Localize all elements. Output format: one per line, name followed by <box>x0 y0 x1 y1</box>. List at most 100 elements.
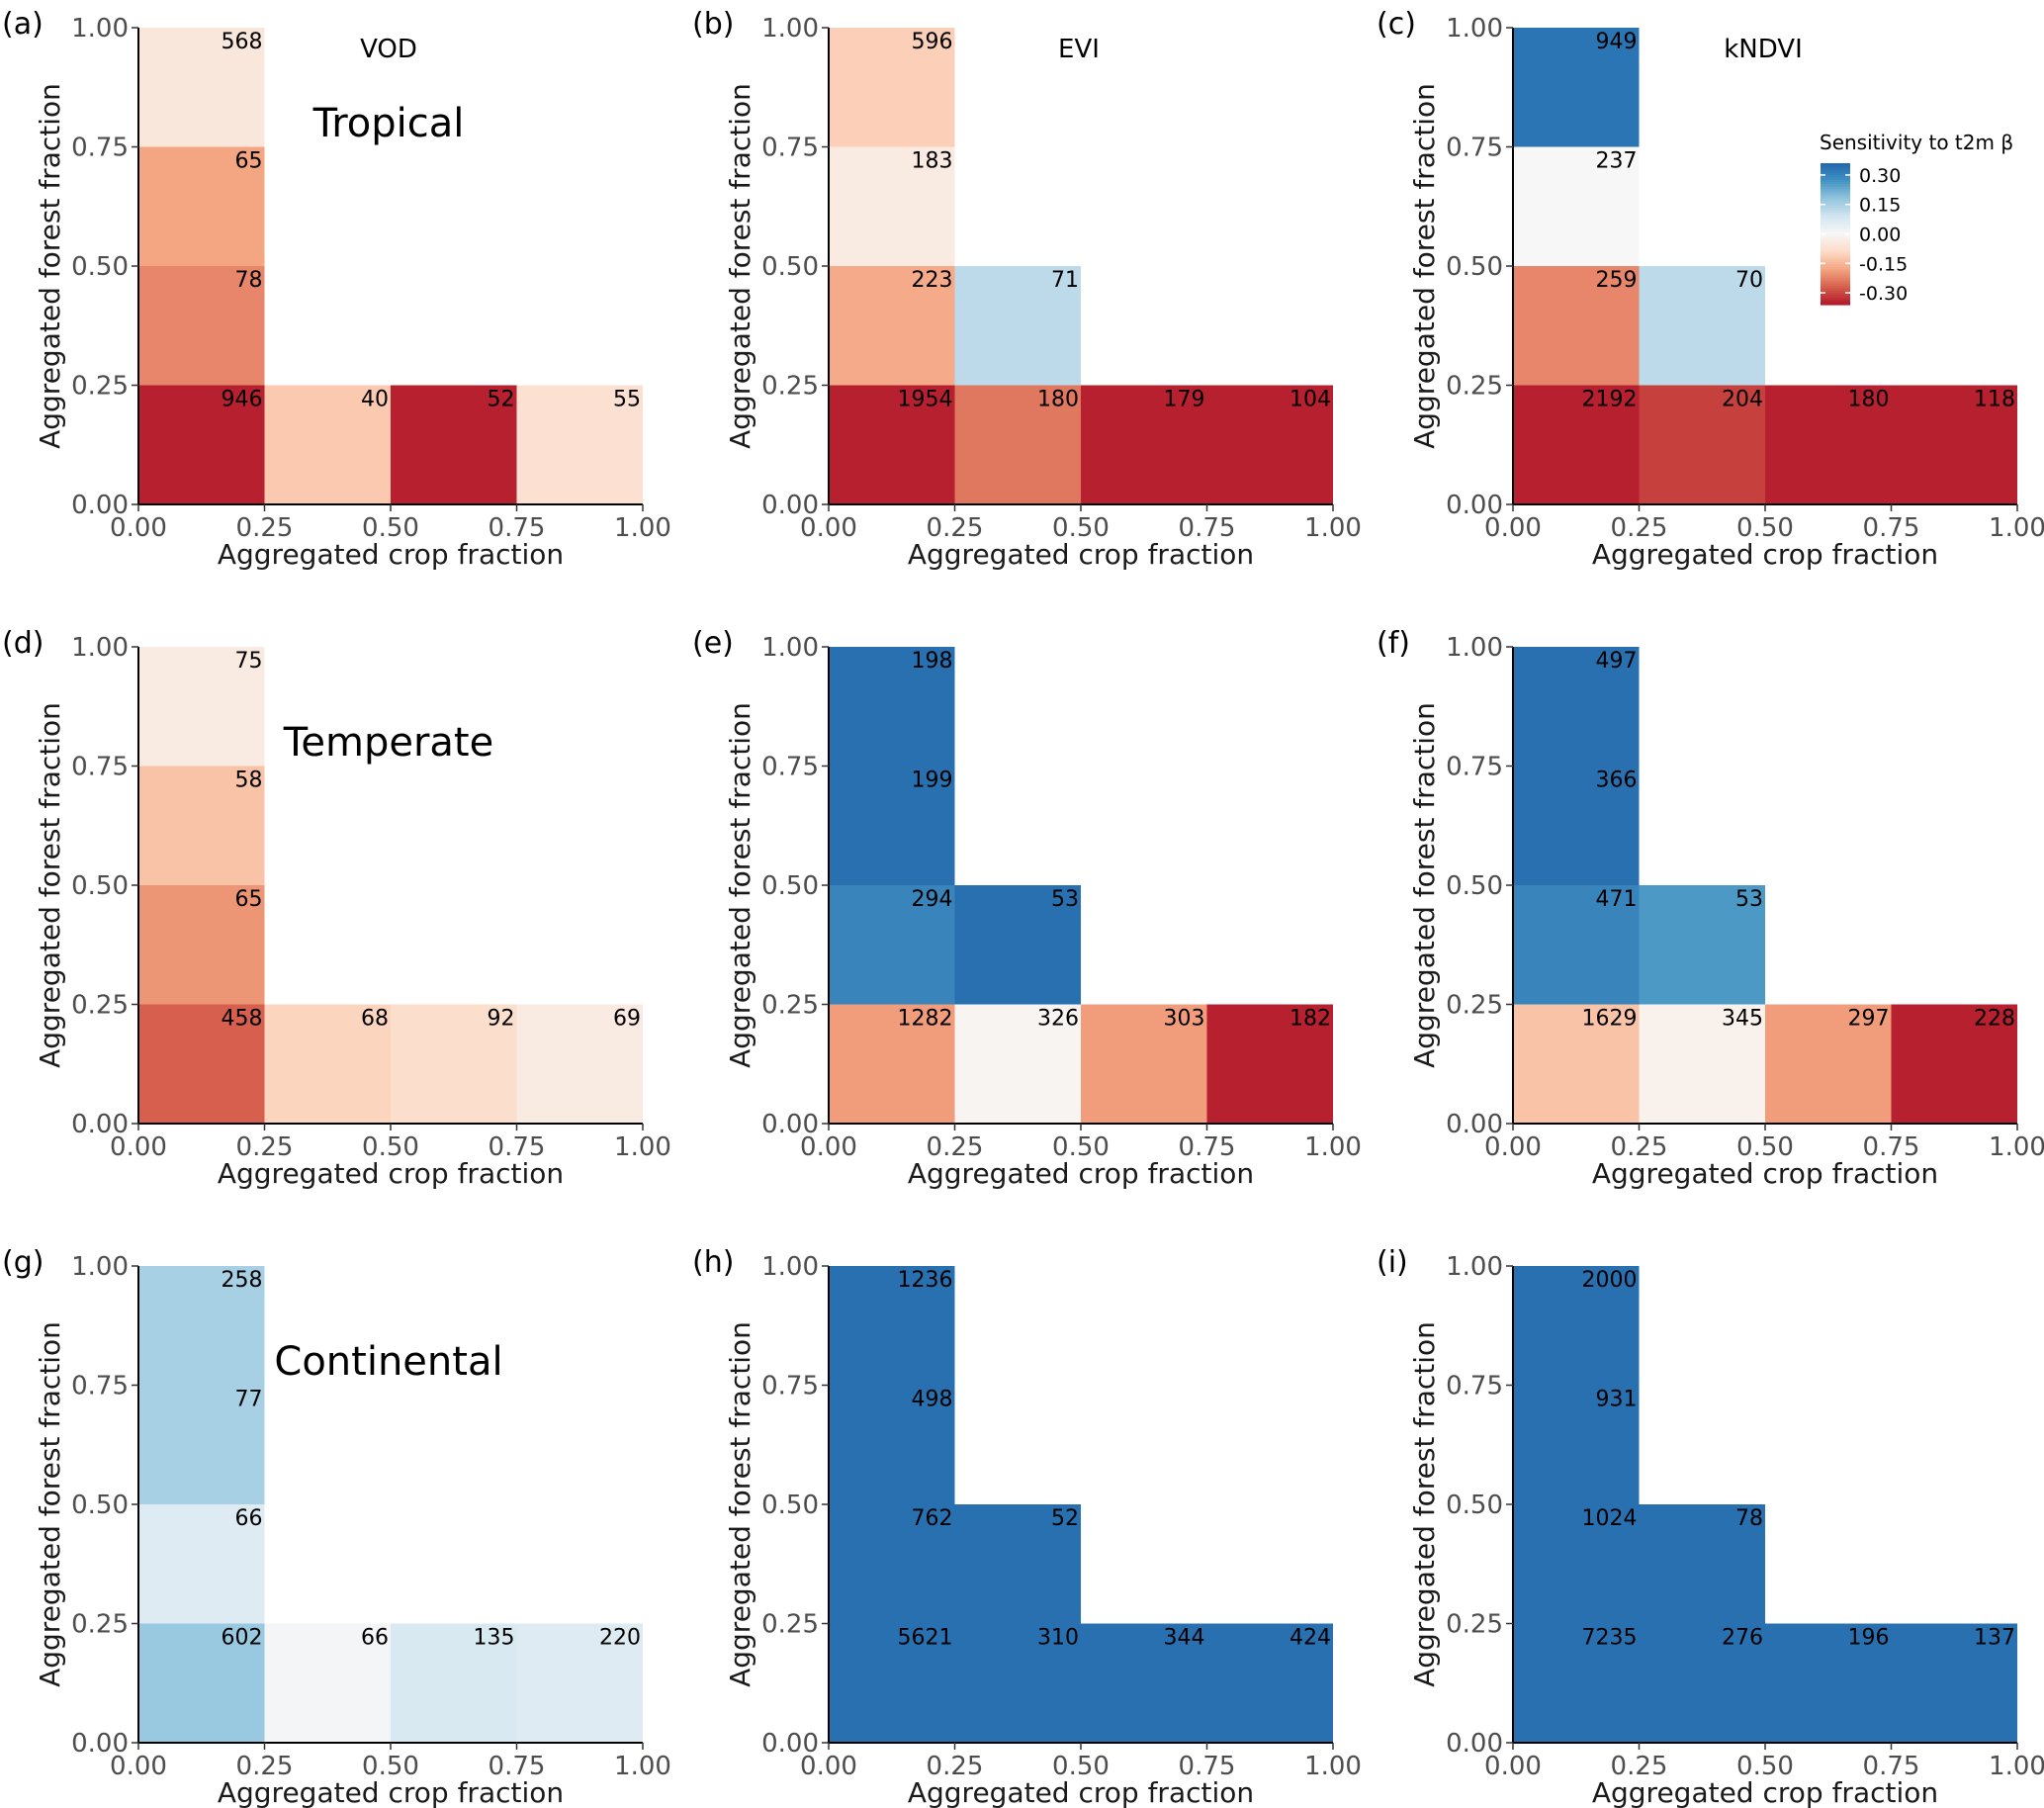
x-tick-label: 0.00 <box>800 1752 857 1781</box>
colorbar-segment <box>1821 196 1850 200</box>
colorbar-segment <box>1821 170 1850 174</box>
x-tick-label: 0.50 <box>1052 1132 1110 1162</box>
heatmap-cell <box>1639 1623 1765 1743</box>
heatmap-cell <box>1513 146 1640 266</box>
y-axis-title: Aggregated forest fraction <box>724 83 756 449</box>
colorbar-segment <box>1821 243 1850 247</box>
heatmap-cell <box>138 1385 265 1504</box>
x-tick-label: 0.25 <box>236 1132 294 1162</box>
colorbar-segment <box>1821 228 1850 232</box>
heatmap-panel: 949 237 259 70 2192 204 180 118 0.00 0.25 0.50 0.75… <box>1377 7 2044 571</box>
colorbar-segment <box>1821 302 1850 306</box>
cell-count-label: 762 <box>912 1506 953 1531</box>
heatmap-cell <box>1206 1004 1333 1124</box>
cell-count-label: 276 <box>1722 1626 1763 1651</box>
x-tick-label: 0.75 <box>1179 1132 1236 1162</box>
x-axis-title: Aggregated crop fraction <box>908 1157 1254 1190</box>
heatmap-cell <box>829 1266 955 1386</box>
colorbar-segment <box>1821 201 1850 205</box>
colorbar-segment <box>1821 224 1850 227</box>
y-tick-label: 0.00 <box>71 1729 129 1759</box>
x-axis-title: Aggregated crop fraction <box>1592 1776 1938 1808</box>
x-axis-title: Aggregated crop fraction <box>1592 538 1938 571</box>
cell-count-label: 58 <box>235 768 263 793</box>
cell-count-label: 259 <box>1596 268 1638 293</box>
heatmap-cell <box>1765 1004 1892 1124</box>
cell-count-label: 65 <box>235 149 263 174</box>
y-tick-label: 0.25 <box>761 1610 819 1640</box>
y-tick-label: 0.50 <box>71 252 129 282</box>
cell-count-label: 69 <box>613 1007 641 1032</box>
cell-count-label: 66 <box>361 1626 389 1651</box>
y-tick-label: 1.00 <box>71 1252 129 1282</box>
panel-letter: (d) <box>2 626 44 661</box>
heatmap-cell <box>1206 1623 1333 1743</box>
y-tick-label: 1.00 <box>1446 633 1503 663</box>
y-tick-label: 0.25 <box>71 991 129 1021</box>
cell-count-label: 52 <box>488 388 515 412</box>
x-axis-title: Aggregated crop fraction <box>908 538 1254 571</box>
cell-count-label: 137 <box>1974 1626 2015 1651</box>
colorbar-segment <box>1821 182 1850 186</box>
cell-count-label: 68 <box>361 1007 389 1032</box>
legend-title: Sensitivity to t2m β <box>1820 131 2013 154</box>
heatmap-cell <box>138 1623 265 1743</box>
y-tick-label: 0.50 <box>1446 871 1503 901</box>
y-tick-label: 1.00 <box>1446 1252 1503 1282</box>
x-tick-label: 0.50 <box>362 513 419 543</box>
heatmap-cell <box>138 146 265 266</box>
heatmap-panel: 497 366 471 53 1629 345 297 228 0.00 0.25 0.50 0.75… <box>1377 626 2044 1190</box>
heatmap-cell <box>1639 1004 1765 1124</box>
heatmap-cell <box>138 1004 265 1124</box>
heatmap-cell <box>1765 1623 1892 1743</box>
heatmap-panel: 568 65 78 946 40 52 55 0.00 0.25 0.50 0.75 1.00 0.00… <box>2 7 671 571</box>
heatmap-cell <box>829 28 955 147</box>
colorbar-segment <box>1821 210 1850 214</box>
x-axis-title: Aggregated crop fraction <box>218 538 564 571</box>
heatmap-cell <box>1639 385 1765 504</box>
colorbar-segment <box>1821 295 1850 299</box>
x-tick-label: 0.25 <box>927 513 984 543</box>
heatmap-panel: 258 77 66 602 66 135 220 0.00 0.25 0.50 0.75 1.00 0.… <box>2 1245 671 1808</box>
heatmap-cell <box>138 766 265 885</box>
colorbar-segment <box>1821 285 1850 289</box>
colorbar-tick-label: -0.30 <box>1859 283 1908 305</box>
cell-count-label: 498 <box>912 1388 953 1412</box>
cell-count-label: 497 <box>1596 649 1638 674</box>
x-tick-label: 0.75 <box>1179 513 1236 543</box>
cell-count-label: 78 <box>1735 1506 1763 1531</box>
colorbar-segment <box>1821 163 1850 166</box>
colorbar-segment <box>1821 250 1850 254</box>
y-tick-label: 0.00 <box>71 1110 129 1139</box>
cell-count-label: 1954 <box>898 388 953 412</box>
heatmap-cell <box>1513 1004 1640 1124</box>
x-tick-label: 0.75 <box>1179 1752 1236 1781</box>
heatmap-cell <box>264 385 391 504</box>
cell-count-label: 366 <box>1596 768 1638 793</box>
cell-count-label: 946 <box>222 388 263 412</box>
x-tick-label: 0.00 <box>800 513 857 543</box>
x-tick-label: 1.00 <box>1989 1752 2044 1781</box>
colorbar-segment <box>1821 271 1850 275</box>
colorbar-segment <box>1821 276 1850 280</box>
colorbar-segment <box>1821 231 1850 235</box>
x-tick-label: 0.75 <box>1863 1752 1920 1781</box>
colorbar-segment <box>1821 293 1850 297</box>
colorbar-segment <box>1821 191 1850 195</box>
colorbar-segment <box>1821 220 1850 224</box>
y-axis-title: Aggregated forest fraction <box>1408 702 1441 1068</box>
colorbar-segment <box>1821 254 1850 258</box>
panel-letter: (g) <box>2 1245 44 1280</box>
heatmap-cell <box>829 1004 955 1124</box>
cell-count-label: 931 <box>1596 1388 1638 1412</box>
colorbar-segment <box>1821 165 1850 169</box>
cell-count-label: 596 <box>912 30 953 54</box>
x-tick-label: 0.25 <box>927 1752 984 1781</box>
heatmap-cell <box>516 1004 643 1124</box>
y-tick-label: 0.75 <box>761 1372 819 1401</box>
colorbar-segment <box>1821 278 1850 282</box>
heatmap-cell <box>1513 1385 1640 1504</box>
heatmap-cell <box>829 1385 955 1504</box>
heatmap-cell <box>829 885 955 1005</box>
heatmap-cell <box>954 1623 1081 1743</box>
